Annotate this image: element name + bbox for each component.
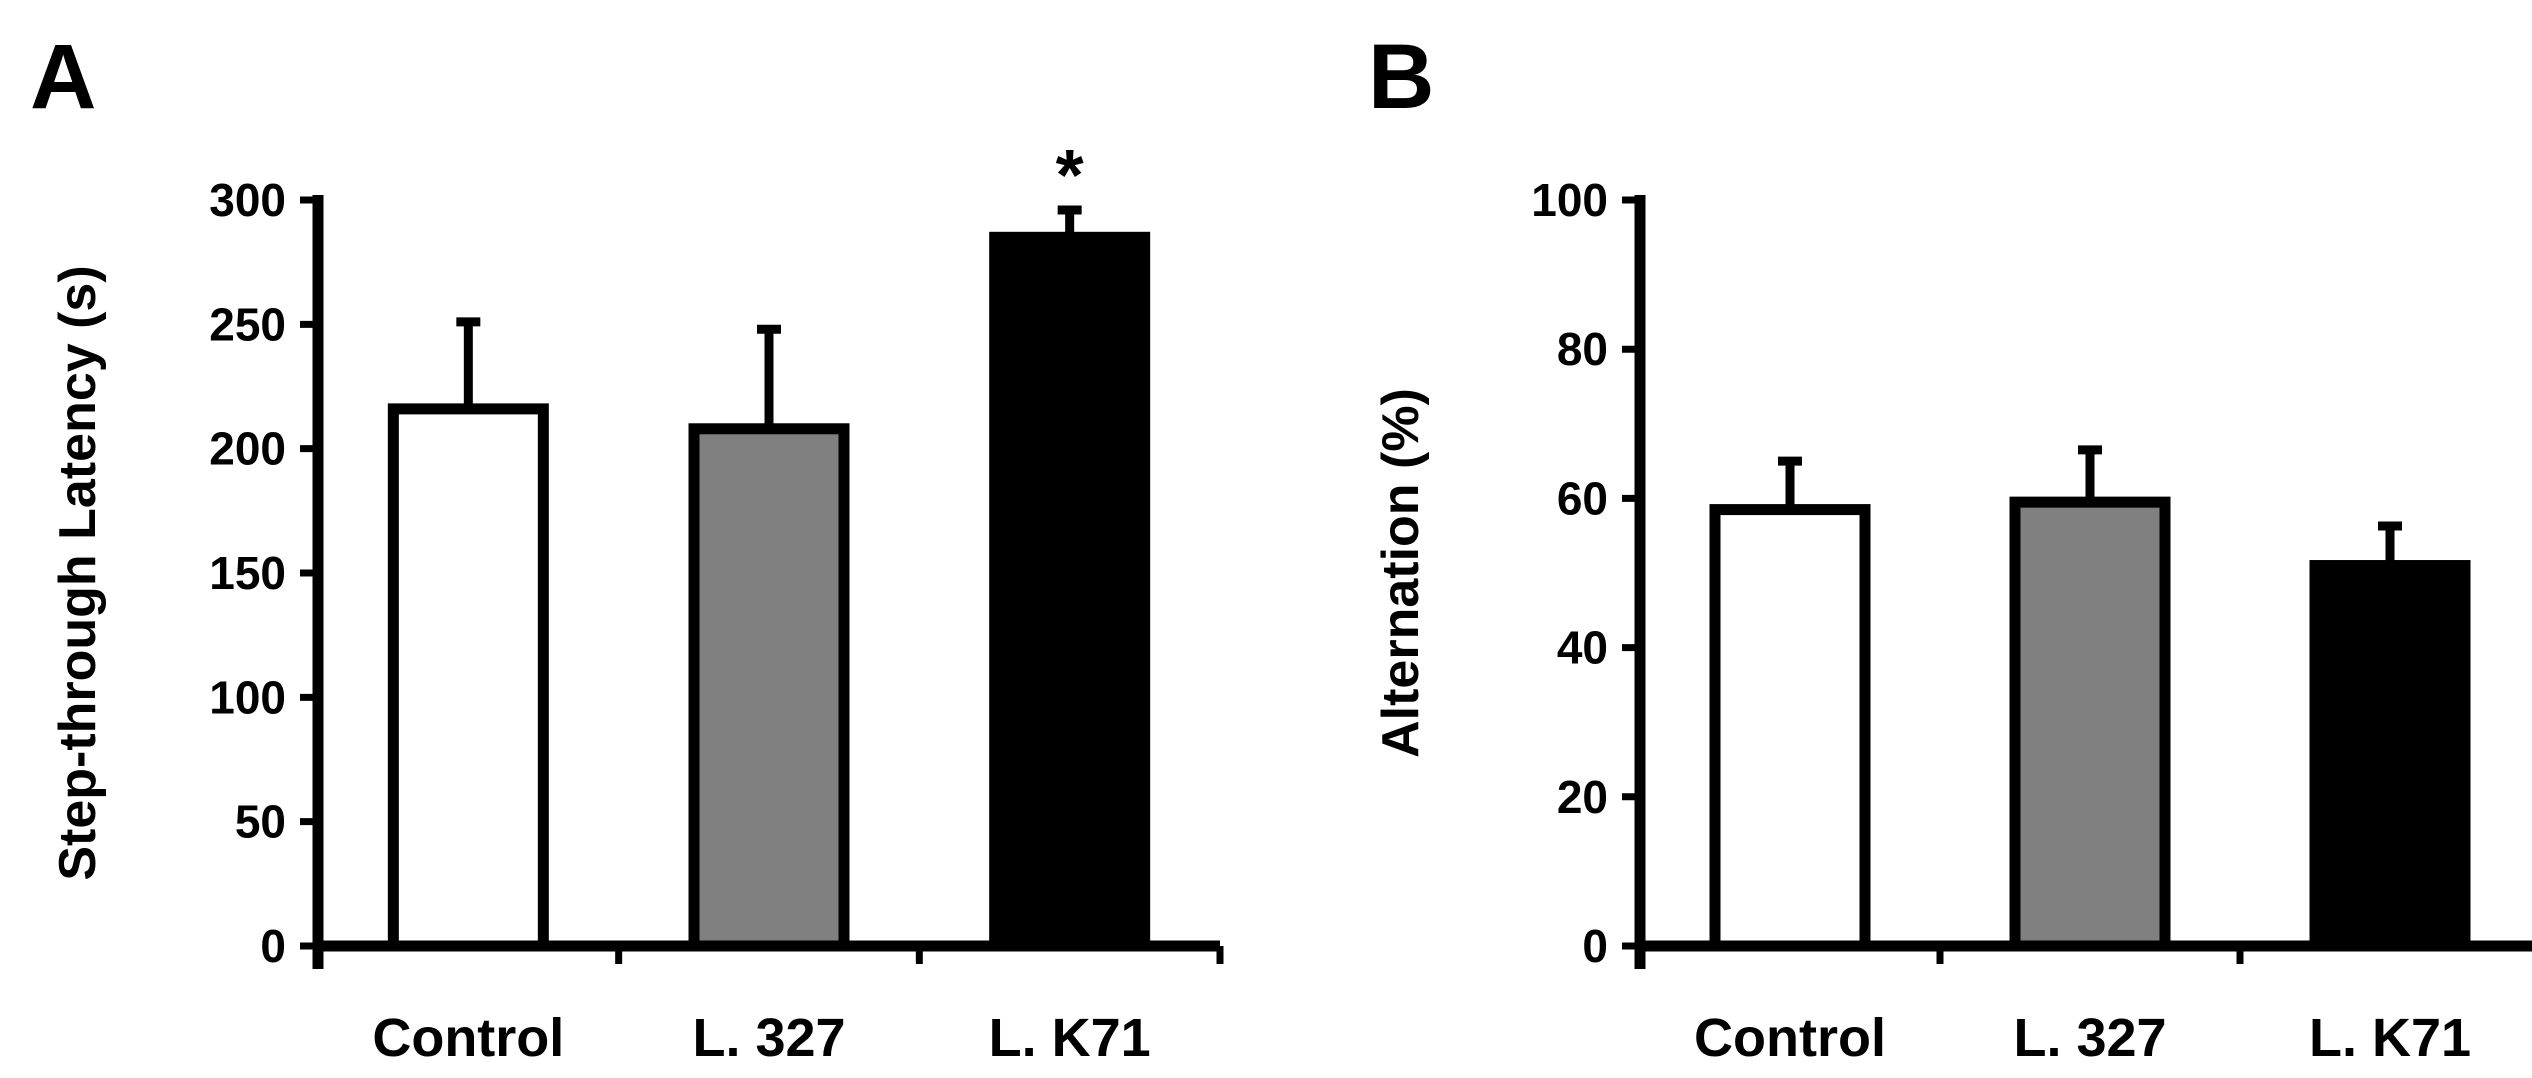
y-tick-label: 100: [209, 671, 286, 723]
panel-letter: B: [1368, 26, 1434, 128]
bar-control: [387, 403, 549, 952]
y-tick-label: 60: [1557, 472, 1608, 524]
y-tick-label: 0: [260, 920, 286, 972]
y-tick-label: 20: [1557, 771, 1608, 823]
y-tick-label: 250: [209, 298, 286, 350]
bar-l-k71: [989, 231, 1151, 952]
bar-l-327: [688, 423, 850, 952]
y-axis-label: Step-through Latency (s): [49, 265, 107, 880]
y-tick-label: 200: [209, 423, 286, 475]
category-label: Control: [1694, 1008, 1886, 1068]
bar-l-k71: [2309, 560, 2471, 952]
y-tick-label: 50: [235, 796, 286, 848]
y-tick-label: 40: [1557, 622, 1608, 674]
panel-letter: A: [30, 26, 96, 128]
category-label: L. 327: [692, 1008, 845, 1068]
y-tick-label: 0: [1582, 920, 1608, 972]
y-tick-label: 150: [209, 547, 286, 599]
y-tick-label: 100: [1531, 174, 1608, 226]
y-axis-label: Alternation (%): [1372, 388, 1430, 758]
category-label: L. K71: [2309, 1008, 2471, 1068]
panel-b: B Alternation (%) Control L. 327 L. K71 0 20 40…: [1368, 26, 2532, 1068]
y-tick-label: 80: [1557, 323, 1608, 375]
panel-a: A Step-through Latency (s) Control L. 327 * L…: [30, 26, 1224, 1068]
bar-l-327: [2009, 496, 2171, 952]
category-label: L. K71: [989, 1008, 1151, 1068]
significance-marker: *: [1056, 136, 1084, 216]
bar-control: [1709, 504, 1871, 952]
category-label: Control: [372, 1008, 564, 1068]
category-label: L. 327: [2013, 1008, 2166, 1068]
y-tick-label: 300: [209, 174, 286, 226]
